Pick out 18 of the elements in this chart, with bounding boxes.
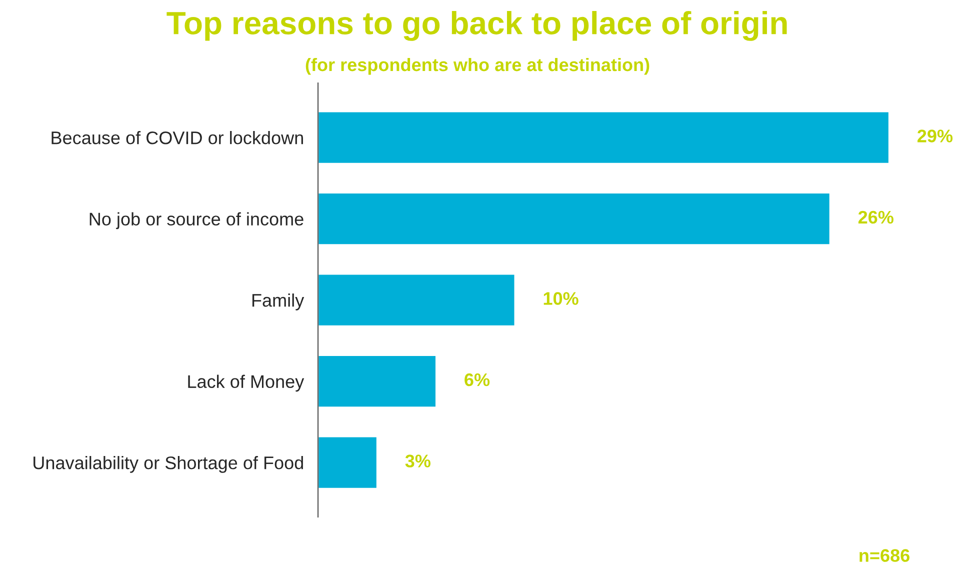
- data-label: 3%: [405, 454, 430, 468]
- bar: [318, 354, 437, 408]
- text: n=686: [860, 549, 910, 562]
- data-label: 10%: [544, 292, 578, 305]
- bar: [318, 273, 516, 327]
- bar: [318, 192, 831, 246]
- data-label: 29%: [918, 130, 953, 142]
- chart-title: Top reasons to go back to place of origin: [166, 11, 787, 41]
- bar: [318, 436, 378, 490]
- y-tick-label: Family: [252, 294, 304, 310]
- y-tick-label: Unavailability or Shortage of Food: [34, 456, 303, 473]
- data-label: 26%: [858, 210, 894, 224]
- y-tick-label: Lack of Money: [188, 374, 304, 392]
- chart-subtitle: (for respondents who are at destination): [306, 58, 650, 75]
- data-label: 6%: [464, 373, 490, 386]
- y-tick-label: No job or source of income: [90, 212, 304, 230]
- y-tick-label: Because of COVID or lockdown: [52, 130, 303, 144]
- bar: [318, 110, 890, 164]
